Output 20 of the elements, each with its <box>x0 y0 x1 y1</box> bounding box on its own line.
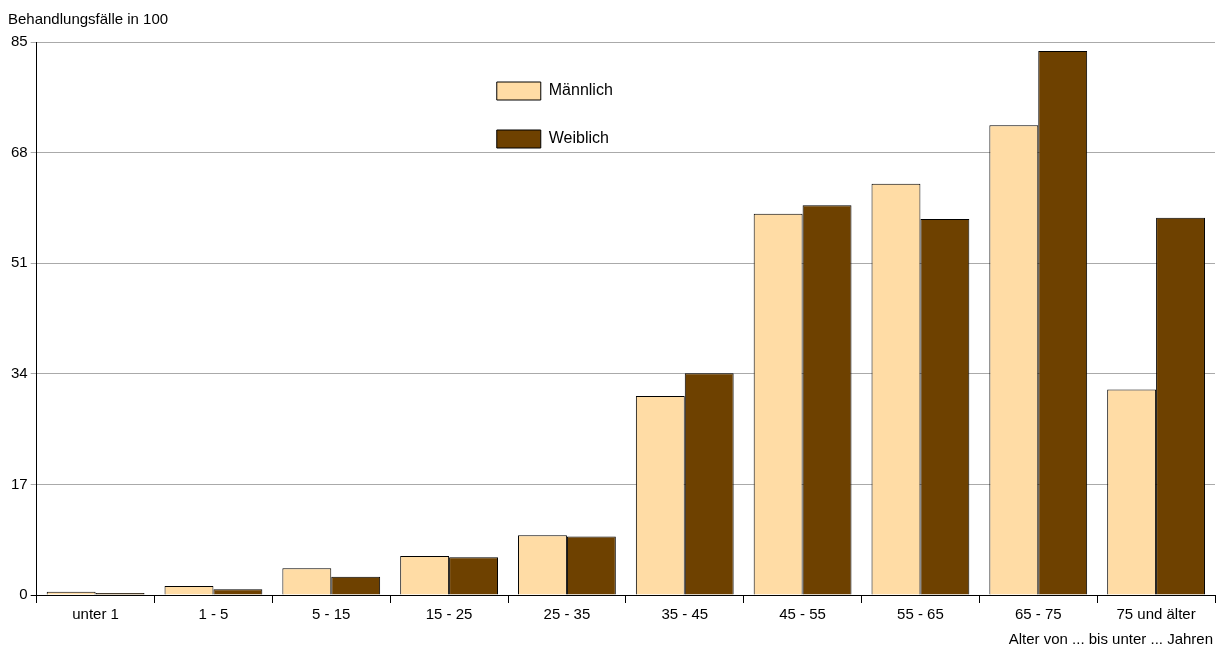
x-tick-label: 35 - 45 <box>661 605 709 623</box>
x-axis-title: Alter von ... bis unter ... Jahren <box>1008 630 1213 647</box>
x-tick-label: 55 - 65 <box>897 605 944 623</box>
y-tick-label: 34 <box>11 363 28 381</box>
x-tick-label: 75 und älter <box>1116 605 1196 623</box>
x-tick-label: 1 - 5 <box>198 605 229 623</box>
y-axis-title: Behandlungsfälle in 100 <box>8 10 169 27</box>
y-tick-label: 68 <box>11 142 28 160</box>
x-tick-label: 45 - 55 <box>779 605 826 623</box>
y-tick-label: 51 <box>11 253 28 271</box>
legend-label: Männlich <box>548 81 613 99</box>
y-tick-label: 17 <box>11 474 28 492</box>
legend-label: Weiblich <box>548 129 609 147</box>
y-tick-label: 85 <box>11 32 28 50</box>
x-tick-label: 25 - 35 <box>543 605 591 623</box>
x-tick-label: unter 1 <box>72 605 119 623</box>
x-tick-label: 65 - 75 <box>1014 605 1062 623</box>
y-tick-label: 0 <box>19 585 28 603</box>
x-tick-label: 5 - 15 <box>312 605 351 623</box>
x-tick-label: 15 - 25 <box>425 605 473 623</box>
